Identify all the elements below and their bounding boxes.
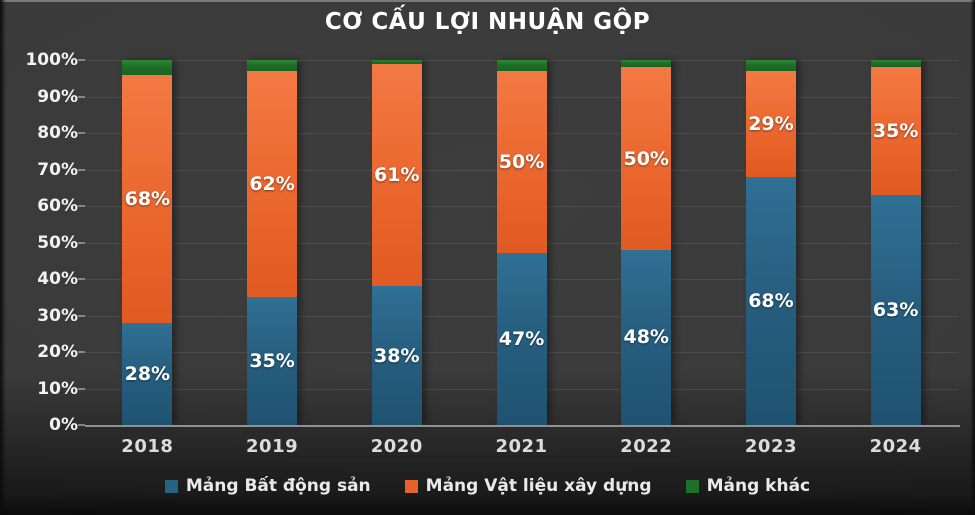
- stacked-bar: 35% 63%: [870, 60, 921, 425]
- bar-segment: 47%: [496, 253, 547, 425]
- bar-segment-label: 35%: [249, 350, 295, 373]
- bar-segment: [122, 60, 173, 75]
- bar-segment-label: 62%: [249, 173, 295, 196]
- bar-segment-label: 68%: [124, 187, 171, 210]
- x-tick-label: 2018: [121, 436, 174, 457]
- bar-segment: 29%: [745, 70, 796, 177]
- bar-segment-label: 50%: [623, 147, 669, 170]
- bar-segment-label: 29%: [748, 112, 794, 135]
- y-tick-label: 30%: [37, 305, 78, 326]
- left-edge-shade: [0, 0, 6, 515]
- bar-segment: 50%: [496, 70, 547, 254]
- bar-segment-label: 28%: [124, 362, 171, 385]
- legend: Mảng Bất động sản Mảng Vật liệu xây dựng M…: [0, 476, 975, 496]
- y-tick-label: 100%: [25, 50, 78, 70]
- bar-slot: 29% 68%: [709, 60, 834, 425]
- chart-title: CƠ CẤU LỢI NHUẬN GỘP: [324, 9, 651, 35]
- x-tick-label: 2020: [370, 436, 423, 457]
- y-tick-label: 20%: [37, 342, 78, 362]
- bar-segment: [745, 60, 796, 71]
- bar-segment-label: 47%: [498, 328, 545, 351]
- y-tick-label: 70%: [37, 159, 78, 180]
- stacked-bar: 50% 47%: [496, 60, 547, 425]
- bar-segment: 61%: [371, 63, 422, 287]
- y-axis-tick: [78, 132, 85, 134]
- y-tick-label: 60%: [37, 196, 78, 216]
- y-axis-tick: [78, 168, 85, 171]
- legend-swatch: [685, 479, 699, 493]
- y-axis-tick: [78, 278, 85, 280]
- bar-segment: [371, 60, 422, 64]
- bar-slot: 61% 38%: [334, 60, 459, 425]
- bar-segment: 48%: [621, 249, 672, 425]
- y-tick-label: 0%: [49, 415, 78, 435]
- legend-item: Mảng Bất động sản: [164, 476, 371, 496]
- bar-segment-label: 61%: [374, 163, 420, 186]
- y-axis-tick: [78, 205, 85, 207]
- bar-segment: [621, 60, 672, 68]
- stacked-bar: 50% 48%: [621, 60, 672, 425]
- bar-segment: [247, 60, 298, 71]
- x-tick-label: 2019: [246, 436, 299, 457]
- y-tick-label: 80%: [37, 123, 78, 143]
- bar-segment: 38%: [371, 286, 422, 425]
- bar-segment: 35%: [247, 297, 298, 425]
- stacked-bar: 29% 68%: [745, 60, 796, 425]
- top-border-line: [0, 0, 975, 2]
- legend-swatch: [164, 479, 178, 493]
- bar-segment: 50%: [621, 67, 672, 250]
- bar-slot: 50% 48%: [584, 60, 709, 425]
- bar-segment: [870, 60, 921, 68]
- right-edge-shade: [970, 0, 975, 515]
- bar-slot: 62% 35%: [210, 60, 335, 425]
- bar-segment: [496, 60, 547, 71]
- x-tick-label: 2023: [744, 436, 797, 457]
- bar-segment: 62%: [247, 70, 298, 298]
- y-axis-tick: [78, 59, 85, 61]
- stacked-bar: 62% 35%: [247, 60, 298, 425]
- bar-segment: 35%: [870, 67, 921, 196]
- bar-segment: 63%: [870, 195, 921, 425]
- bar-slot: 50% 47%: [459, 60, 584, 425]
- legend-item: Mảng khác: [685, 476, 811, 496]
- stacked-bar: 68% 28%: [122, 60, 173, 425]
- x-tick-label: 2021: [495, 436, 548, 457]
- y-axis-tick: [78, 241, 85, 244]
- legend-label: Mảng khác: [706, 476, 811, 496]
- y-tick-label: 40%: [37, 269, 78, 289]
- y-tick-label: 50%: [37, 232, 78, 253]
- legend-swatch: [404, 479, 418, 493]
- legend-label: Mảng Bất động sản: [185, 476, 371, 496]
- y-axis-tick: [78, 314, 85, 317]
- bar-segment: 28%: [122, 322, 173, 425]
- bar-slot: 68% 28%: [85, 60, 210, 425]
- y-tick-label: 90%: [37, 86, 78, 107]
- bar-segment: 68%: [745, 176, 796, 425]
- x-axis-labels: 2018 2019 2020 2021 2022 2023 2024: [85, 436, 958, 457]
- y-axis-tick: [78, 424, 85, 426]
- plot-area: 68% 28% 62% 35% 61% 38% 50% 47% 50% 48% 29% 68% 35% 6…: [85, 60, 958, 425]
- y-axis-tick: [78, 351, 85, 353]
- bar-segment-label: 35%: [872, 120, 919, 143]
- legend-label: Mảng Vật liệu xây dựng: [425, 476, 652, 496]
- bar-segment-label: 63%: [872, 299, 919, 322]
- legend-item: Mảng Vật liệu xây dựng: [404, 476, 652, 496]
- y-axis-tick: [78, 387, 85, 390]
- x-axis-line: [85, 425, 960, 427]
- bar-segment-label: 50%: [498, 151, 545, 174]
- bar-slot: 35% 63%: [833, 60, 958, 425]
- stacked-bar: 61% 38%: [371, 60, 422, 425]
- y-axis-tick: [78, 95, 85, 98]
- bar-segment-label: 68%: [748, 289, 794, 312]
- bar-segment-label: 48%: [623, 326, 669, 349]
- bar-segment-label: 38%: [374, 344, 420, 367]
- x-tick-label: 2022: [620, 436, 673, 457]
- bar-segment: 68%: [122, 74, 173, 323]
- x-tick-label: 2024: [869, 436, 922, 457]
- y-tick-label: 10%: [37, 378, 78, 399]
